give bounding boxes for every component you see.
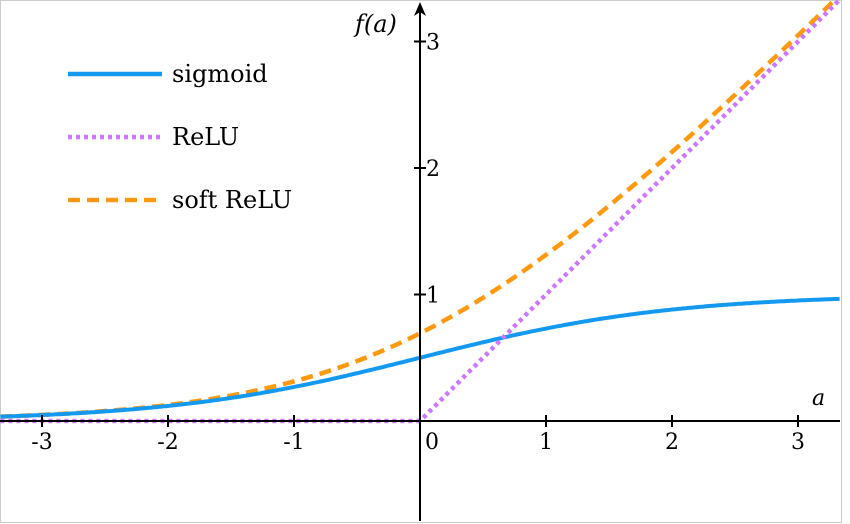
x-tick-label: -2 (157, 430, 178, 455)
y-axis-arrow (414, 2, 426, 16)
y-tick-label: 2 (426, 157, 440, 182)
x-tick-label: -1 (283, 430, 304, 455)
y-tick-label: 1 (426, 284, 440, 309)
x-tick-label: 3 (791, 430, 805, 455)
x-tick-label: 2 (665, 430, 679, 455)
legend-label: ReLU (172, 123, 239, 151)
x-axis-label: a (812, 386, 825, 411)
x-tick-label: 1 (539, 430, 553, 455)
x-tick-label: -3 (31, 430, 52, 455)
legend-label: sigmoid (172, 60, 268, 88)
legend: sigmoid ReLU soft ReLU (68, 60, 292, 214)
y-tick-label: 3 (426, 31, 440, 56)
x-tick-label: 0 (425, 430, 439, 455)
y-axis-label: f(a) (353, 10, 397, 38)
legend-label: soft ReLU (172, 186, 292, 214)
